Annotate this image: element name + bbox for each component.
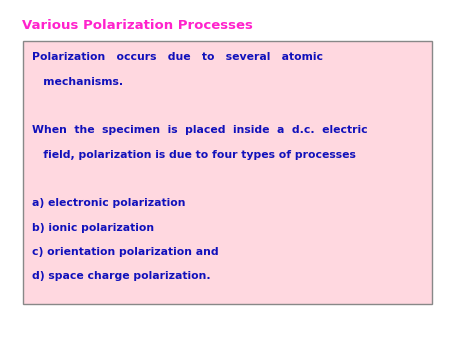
Text: d) space charge polarization.: d) space charge polarization. xyxy=(32,271,210,282)
Text: When  the  specimen  is  placed  inside  a  d.c.  electric: When the specimen is placed inside a d.c… xyxy=(32,125,367,136)
Text: field, polarization is due to four types of processes: field, polarization is due to four types… xyxy=(32,150,356,160)
FancyBboxPatch shape xyxy=(22,41,432,304)
Text: Polarization   occurs   due   to   several   atomic: Polarization occurs due to several atomi… xyxy=(32,52,323,63)
Text: a) electronic polarization: a) electronic polarization xyxy=(32,198,185,209)
Text: b) ionic polarization: b) ionic polarization xyxy=(32,223,153,233)
Text: mechanisms.: mechanisms. xyxy=(32,77,122,87)
Text: Various Polarization Processes: Various Polarization Processes xyxy=(22,19,253,31)
Text: c) orientation polarization and: c) orientation polarization and xyxy=(32,247,218,257)
